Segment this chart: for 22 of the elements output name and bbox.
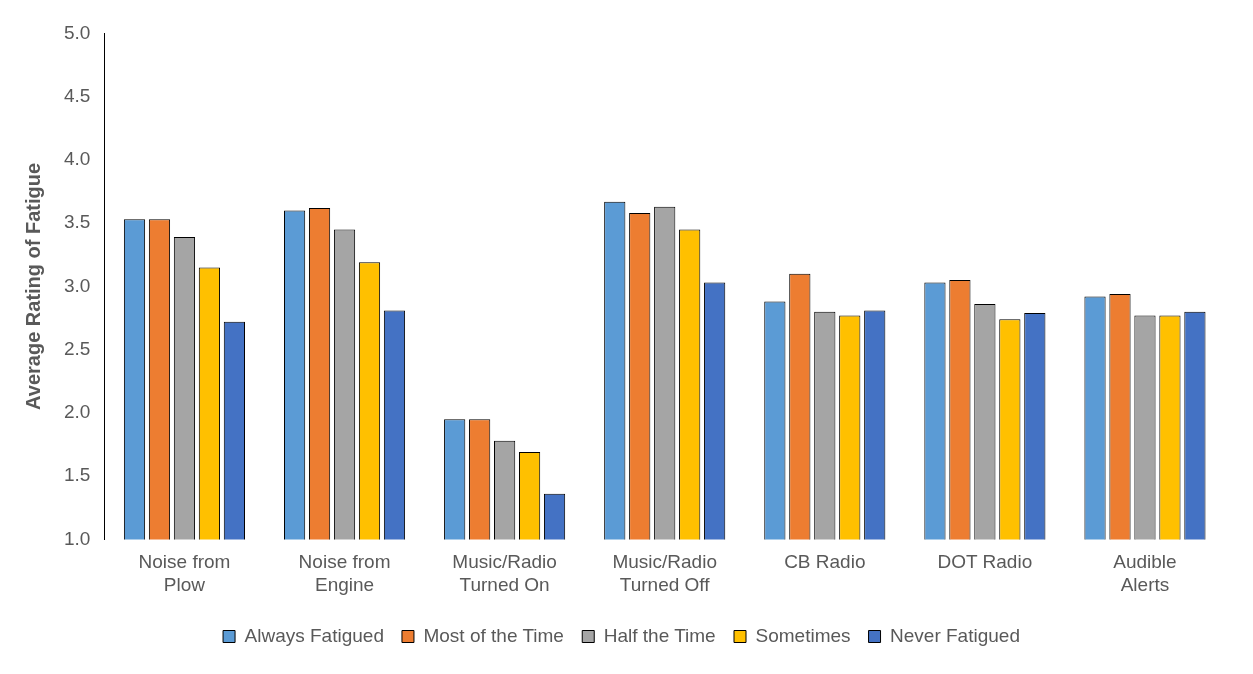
y-tick-label: 4.0 [63, 148, 91, 170]
x-tick-label: DOT Radio [937, 551, 1033, 573]
x-tick-label: Audible Alerts [1113, 551, 1177, 595]
y-tick-label: 5.0 [63, 21, 91, 43]
x-tick-label: Noise from Engine [298, 551, 391, 595]
y-tick-label: 1.0 [63, 527, 91, 549]
legend-label: Half the Time [603, 624, 716, 646]
legend-label: Always Fatigued [244, 624, 384, 646]
y-axis-title: Average Rating of Fatigue [21, 162, 44, 410]
y-tick-label: 3.0 [63, 274, 91, 296]
y-tick-label: 2.5 [63, 337, 91, 359]
x-tick-label: Music/Radio Turned On [452, 551, 557, 595]
legend-label: Never Fatigued [890, 624, 1020, 646]
y-tick-label: 1.5 [63, 464, 91, 486]
x-tick-label: Noise from Plow [138, 551, 231, 595]
y-tick-label: 3.5 [63, 211, 91, 233]
y-tick-label: 2.0 [63, 401, 91, 423]
legend-label: Sometimes [755, 624, 851, 646]
x-tick-label: Music/Radio Turned Off [612, 551, 717, 595]
legend-label: Most of the Time [423, 624, 564, 646]
y-tick-label: 4.5 [63, 84, 91, 106]
x-tick-label: CB Radio [784, 551, 866, 573]
